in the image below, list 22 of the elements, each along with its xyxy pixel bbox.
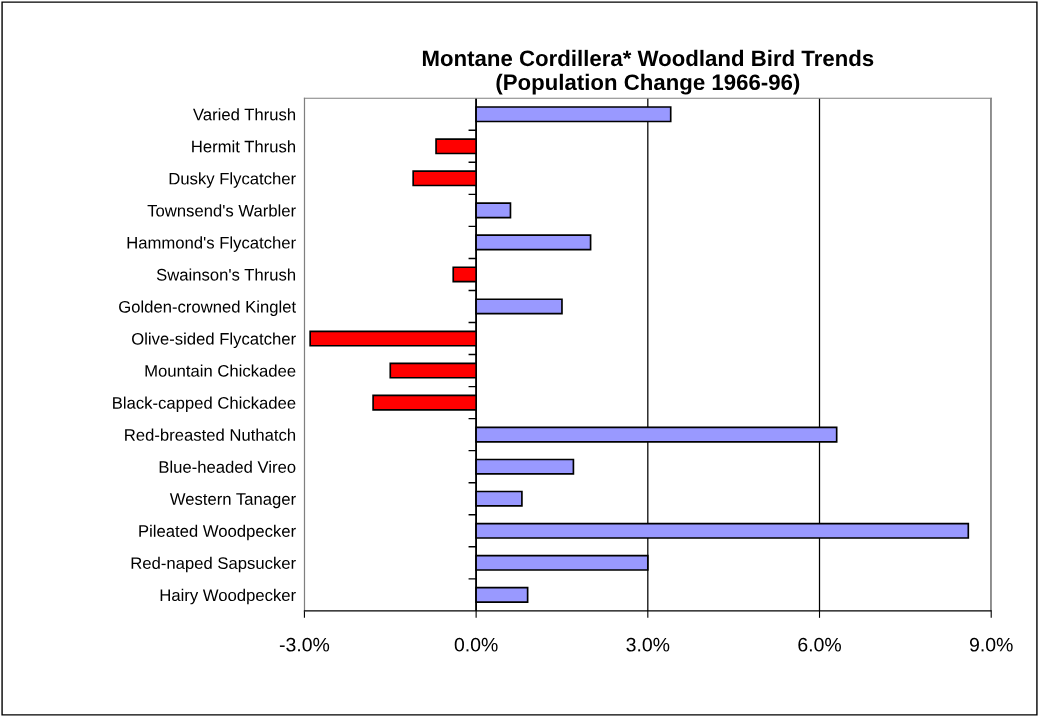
y-tick-label: Pileated Woodpecker <box>139 524 296 541</box>
y-tick-label: Hairy Woodpecker <box>160 588 296 605</box>
y-tick-label: Hammond's Flycatcher <box>127 236 296 252</box>
x-tick-label: -3.0% <box>279 637 330 652</box>
y-tick-label: Swainson's Thrush <box>156 268 296 281</box>
y-tick-label: Varied Thrush <box>193 108 296 121</box>
y-tick-label: Golden-crowned Kinglet <box>119 300 296 316</box>
y-tick-label: Townsend's Warbler <box>147 204 296 217</box>
x-tick-label: 6.0% <box>798 637 841 652</box>
chart-title: Montane Cordillera* Woodland Bird Trends (Population Change 1966-96) <box>422 49 874 95</box>
x-tick-label: 3.0% <box>626 637 670 652</box>
y-tick-label: Western Tanager <box>169 493 296 509</box>
y-tick-label: Olive-sided Flycatcher <box>132 332 296 349</box>
y-tick-label: Black-capped Chickadee <box>113 396 296 413</box>
y-tick-label: Hermit Thrush <box>192 140 296 153</box>
y-tick-label: Dusky Flycatcher <box>169 172 296 188</box>
x-tick-label: 0.0% <box>454 637 498 652</box>
y-tick-label: Red-naped Sapsucker <box>131 556 296 573</box>
x-tick-label: 9.0% <box>969 637 1013 652</box>
y-tick-label: Mountain Chickadee <box>145 364 296 377</box>
y-tick-label: Red-breasted Nuthatch <box>125 428 296 441</box>
y-tick-label: Blue-headed Vireo <box>159 460 296 473</box>
